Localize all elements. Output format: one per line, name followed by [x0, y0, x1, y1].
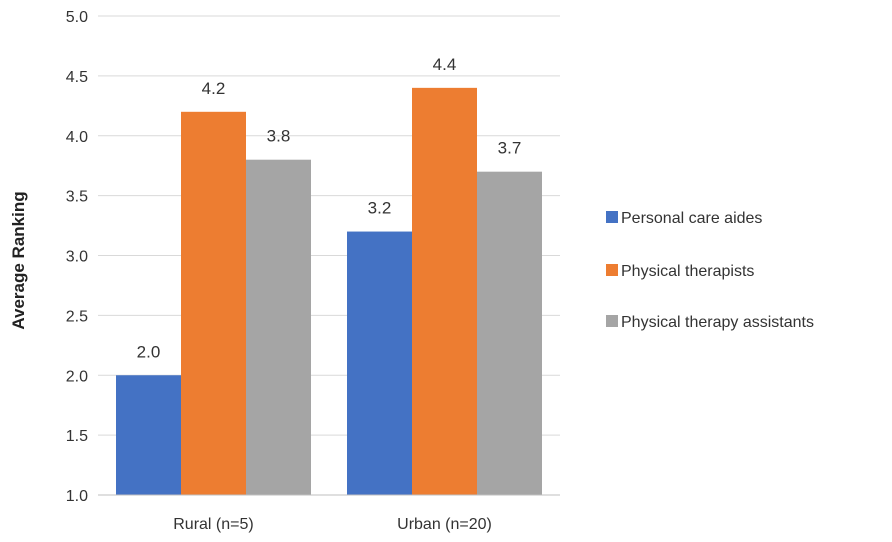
y-tick-label: 3.0: [66, 249, 88, 266]
bar-personal-care-aides-1: [347, 231, 412, 496]
data-label: 3.2: [368, 199, 392, 218]
y-tick-label: 1.5: [66, 428, 88, 445]
x-category-label: Rural (n=5): [173, 516, 253, 533]
data-labels: 2.0 4.2 3.8 3.2 4.4 3.7: [137, 55, 522, 361]
data-label: 3.7: [498, 139, 522, 158]
y-tick-label: 2.0: [66, 368, 88, 385]
legend-label: Physical therapy assistants: [621, 314, 814, 331]
y-tick-label: 2.5: [66, 308, 88, 325]
y-tick-label: 3.5: [66, 189, 88, 206]
x-axis-category-labels: Rural (n=5) Urban (n=20): [173, 516, 492, 533]
data-label: 4.2: [202, 79, 226, 98]
legend: Personal care aides Physical therapists Ph…: [606, 210, 814, 331]
bar-physical-therapists-0: [181, 111, 246, 496]
legend-label: Physical therapists: [621, 263, 754, 280]
y-axis-title: Average Ranking: [9, 191, 28, 329]
y-tick-label: 5.0: [66, 9, 88, 26]
data-label: 3.8: [267, 127, 291, 146]
bar-physical-therapy-assistants-1: [477, 171, 542, 496]
bar-physical-therapy-assistants-0: [246, 159, 311, 495]
bar-personal-care-aides-0: [116, 375, 181, 495]
legend-swatch: [606, 264, 618, 276]
bars: [116, 87, 542, 496]
y-tick-label: 4.5: [66, 69, 88, 86]
data-label: 2.0: [137, 342, 161, 361]
y-tick-label: 4.0: [66, 129, 88, 146]
legend-label: Personal care aides: [621, 210, 762, 227]
x-category-label: Urban (n=20): [397, 516, 492, 533]
legend-swatch: [606, 315, 618, 327]
y-axis-tick-labels: 1.0 1.5 2.0 2.5 3.0 3.5 4.0 4.5 5.0: [66, 9, 88, 505]
bar-physical-therapists-1: [412, 87, 477, 495]
data-label: 4.4: [433, 55, 457, 74]
legend-swatch: [606, 211, 618, 223]
y-tick-label: 1.0: [66, 488, 88, 505]
